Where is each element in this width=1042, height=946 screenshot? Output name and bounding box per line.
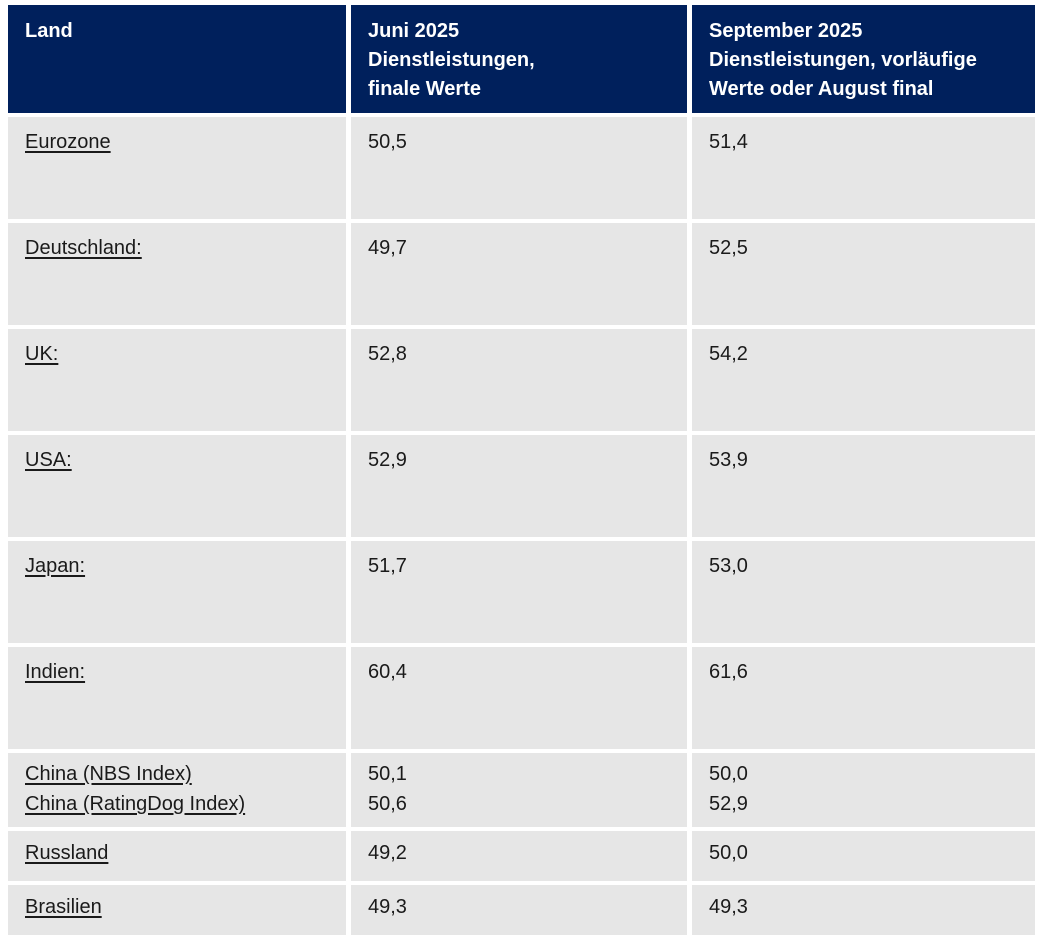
country-cell: Deutschland:: [8, 223, 346, 325]
table-row-uk: UK: 52,8 54,2: [8, 329, 1035, 431]
juni-value: 50,5: [368, 131, 407, 153]
september-value-cell: 61,6: [692, 647, 1035, 749]
juni-value: 60,4: [368, 661, 407, 683]
header-cell-september-2025: September 2025 Dienstleistungen, vorläuf…: [692, 5, 1035, 113]
september-value-cell: 53,0: [692, 541, 1035, 643]
juni-value: 49,3: [368, 896, 407, 918]
country-cell: China (NBS Index) China (RatingDog Index…: [8, 753, 346, 827]
country-link-china-ratingdog[interactable]: China (RatingDog Index): [25, 793, 246, 815]
country-cell: USA:: [8, 435, 346, 537]
country-link-china-nbs[interactable]: China (NBS Index): [25, 763, 192, 785]
september-value-cell: 53,9: [692, 435, 1035, 537]
september-value-cell: 54,2: [692, 329, 1035, 431]
country-link-eurozone[interactable]: Eurozone: [25, 131, 111, 153]
september-value-cell: 50,0: [692, 831, 1035, 881]
country-cell: Japan:: [8, 541, 346, 643]
country-cell: Indien:: [8, 647, 346, 749]
country-link-japan[interactable]: Japan:: [25, 555, 86, 577]
september-value-nbs: 50,0: [709, 763, 748, 785]
country-link-usa[interactable]: USA:: [25, 449, 72, 471]
header-cell-land: Land: [8, 5, 346, 113]
table-row-russland: Russland 49,2 50,0: [8, 831, 1035, 881]
country-link-russland[interactable]: Russland: [25, 842, 109, 864]
september-value-cell: 49,3: [692, 885, 1035, 935]
table-header-row: Land Juni 2025 Dienstleistungen, finale …: [8, 5, 1035, 113]
pmi-services-table: Land Juni 2025 Dienstleistungen, finale …: [3, 1, 1040, 939]
table-row-eurozone: Eurozone 50,5 51,4: [8, 117, 1035, 219]
september-value: 54,2: [709, 343, 748, 365]
country-cell: Eurozone: [8, 117, 346, 219]
country-link-uk[interactable]: UK:: [25, 343, 59, 365]
september-value: 49,3: [709, 896, 748, 918]
juni-value: 49,7: [368, 237, 407, 259]
header-cell-juni-2025: Juni 2025 Dienstleistungen, finale Werte: [351, 5, 687, 113]
juni-value-nbs: 50,1: [368, 763, 407, 785]
september-value: 50,0: [709, 842, 748, 864]
juni-value-cell: 51,7: [351, 541, 687, 643]
table-row-china: China (NBS Index) China (RatingDog Index…: [8, 753, 1035, 827]
table-row-japan: Japan: 51,7 53,0: [8, 541, 1035, 643]
juni-value-cell: 49,2: [351, 831, 687, 881]
country-cell: UK:: [8, 329, 346, 431]
september-value: 53,0: [709, 555, 748, 577]
country-link-brasilien[interactable]: Brasilien: [25, 896, 102, 918]
country-link-indien[interactable]: Indien:: [25, 661, 86, 683]
table-row-usa: USA: 52,9 53,9: [8, 435, 1035, 537]
juni-value-ratingdog: 50,6: [368, 793, 407, 815]
country-cell: Russland: [8, 831, 346, 881]
september-value: 52,5: [709, 237, 748, 259]
juni-value-cell: 52,8: [351, 329, 687, 431]
table-row-deutschland: Deutschland: 49,7 52,5: [8, 223, 1035, 325]
september-value: 53,9: [709, 449, 748, 471]
juni-value: 52,9: [368, 449, 407, 471]
country-cell: Brasilien: [8, 885, 346, 935]
september-value-cell: 52,5: [692, 223, 1035, 325]
juni-value-cell: 60,4: [351, 647, 687, 749]
juni-value-cell: 49,7: [351, 223, 687, 325]
september-value: 61,6: [709, 661, 748, 683]
september-value-cell: 50,0 52,9: [692, 753, 1035, 827]
juni-value-cell: 50,5: [351, 117, 687, 219]
september-value-ratingdog: 52,9: [709, 793, 748, 815]
table-row-indien: Indien: 60,4 61,6: [8, 647, 1035, 749]
september-value-cell: 51,4: [692, 117, 1035, 219]
juni-value-cell: 49,3: [351, 885, 687, 935]
juni-value: 51,7: [368, 555, 407, 577]
table-row-brasilien: Brasilien 49,3 49,3: [8, 885, 1035, 935]
juni-value: 52,8: [368, 343, 407, 365]
juni-value-cell: 50,1 50,6: [351, 753, 687, 827]
country-link-deutschland[interactable]: Deutschland:: [25, 237, 142, 259]
juni-value: 49,2: [368, 842, 407, 864]
juni-value-cell: 52,9: [351, 435, 687, 537]
september-value: 51,4: [709, 131, 748, 153]
